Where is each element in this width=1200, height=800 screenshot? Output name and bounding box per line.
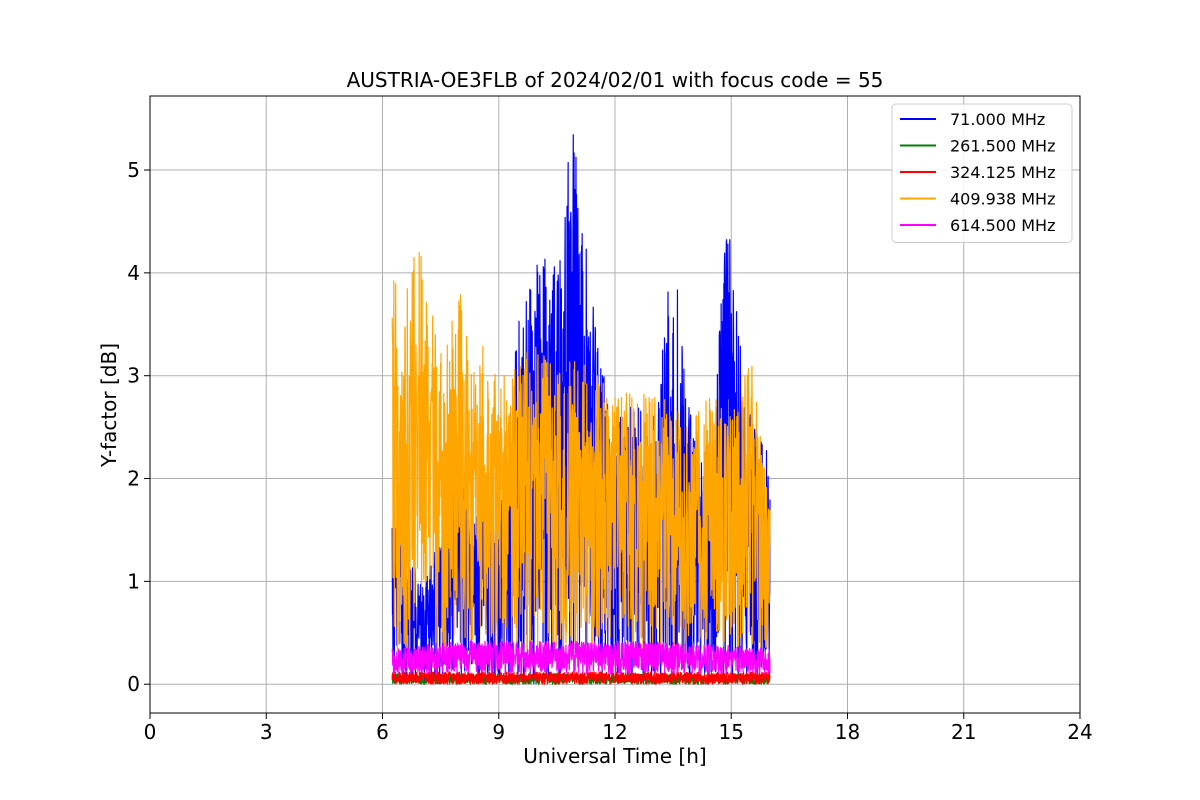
legend-label: 324.125 MHz xyxy=(950,163,1055,182)
x-tick-label: 3 xyxy=(260,720,273,744)
legend-label: 409.938 MHz xyxy=(950,190,1055,209)
series-line xyxy=(391,251,771,654)
y-tick-label: 4 xyxy=(127,261,140,285)
y-tick-label: 1 xyxy=(127,569,140,593)
series-line xyxy=(391,671,771,685)
x-tick-label: 15 xyxy=(719,720,744,744)
y-tick-label: 3 xyxy=(127,364,140,388)
x-tick-label: 12 xyxy=(602,720,627,744)
y-axis-label: Y-factor [dB] xyxy=(97,343,121,468)
legend-label: 261.500 MHz xyxy=(950,137,1055,156)
legend-label: 614.500 MHz xyxy=(950,216,1055,235)
legend-label: 71.000 MHz xyxy=(950,110,1045,129)
chart-title: AUSTRIA-OE3FLB of 2024/02/01 with focus … xyxy=(347,68,884,92)
series-line xyxy=(391,640,771,675)
series-layer xyxy=(391,134,771,685)
x-tick-label: 24 xyxy=(1067,720,1092,744)
legend-frame xyxy=(891,103,1073,243)
legend: 71.000 MHz 261.500 MHz 324.125 MHz 409.938 … xyxy=(891,103,1073,243)
x-tick-label: 0 xyxy=(144,720,157,744)
x-tick-label: 18 xyxy=(835,720,860,744)
x-tick-label: 21 xyxy=(951,720,976,744)
x-tick-label: 9 xyxy=(492,720,505,744)
y-tick-label: 2 xyxy=(127,467,140,491)
y-tick-label: 0 xyxy=(127,672,140,696)
x-tick-label: 6 xyxy=(376,720,389,744)
x-axis-label: Universal Time [h] xyxy=(523,744,706,768)
y-tick-label: 5 xyxy=(127,158,140,182)
